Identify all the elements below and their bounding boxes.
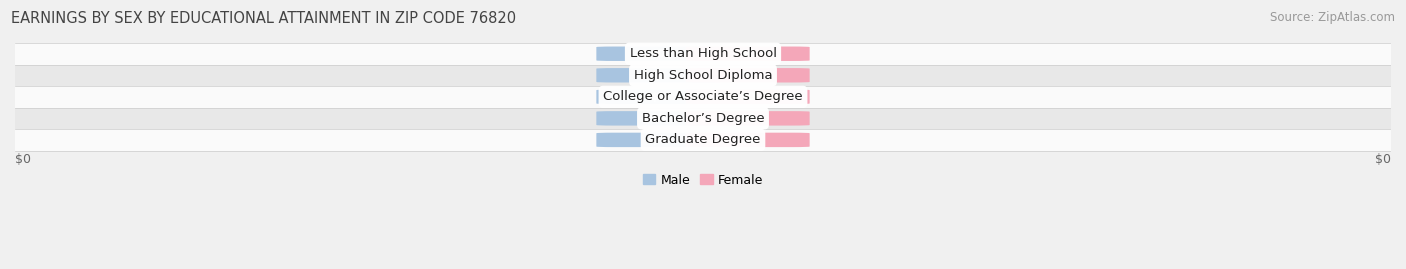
- Text: Bachelor’s Degree: Bachelor’s Degree: [641, 112, 765, 125]
- Text: $0: $0: [740, 70, 755, 80]
- Text: $0: $0: [740, 135, 755, 145]
- Text: $0: $0: [740, 49, 755, 59]
- Text: EARNINGS BY SEX BY EDUCATIONAL ATTAINMENT IN ZIP CODE 76820: EARNINGS BY SEX BY EDUCATIONAL ATTAINMEN…: [11, 11, 516, 26]
- Text: $0: $0: [740, 113, 755, 123]
- FancyBboxPatch shape: [596, 111, 720, 126]
- Text: Less than High School: Less than High School: [630, 47, 776, 60]
- Bar: [15, 65, 1391, 86]
- FancyBboxPatch shape: [686, 111, 810, 126]
- Bar: [15, 108, 1391, 129]
- Text: $0: $0: [651, 113, 666, 123]
- FancyBboxPatch shape: [686, 133, 810, 147]
- Text: $0: $0: [15, 153, 31, 166]
- FancyBboxPatch shape: [686, 47, 810, 61]
- FancyBboxPatch shape: [686, 90, 810, 104]
- Text: College or Associate’s Degree: College or Associate’s Degree: [603, 90, 803, 103]
- Text: $0: $0: [1375, 153, 1391, 166]
- FancyBboxPatch shape: [686, 68, 810, 83]
- Bar: [15, 43, 1391, 65]
- Text: High School Diploma: High School Diploma: [634, 69, 772, 82]
- Bar: [15, 86, 1391, 108]
- Text: $0: $0: [651, 92, 666, 102]
- FancyBboxPatch shape: [596, 133, 720, 147]
- FancyBboxPatch shape: [596, 90, 720, 104]
- Text: Source: ZipAtlas.com: Source: ZipAtlas.com: [1270, 11, 1395, 24]
- Text: $0: $0: [651, 70, 666, 80]
- Bar: [15, 129, 1391, 151]
- Text: Graduate Degree: Graduate Degree: [645, 133, 761, 146]
- FancyBboxPatch shape: [596, 47, 720, 61]
- Text: $0: $0: [740, 92, 755, 102]
- FancyBboxPatch shape: [596, 68, 720, 83]
- Legend: Male, Female: Male, Female: [638, 169, 768, 192]
- Text: $0: $0: [651, 135, 666, 145]
- Text: $0: $0: [651, 49, 666, 59]
